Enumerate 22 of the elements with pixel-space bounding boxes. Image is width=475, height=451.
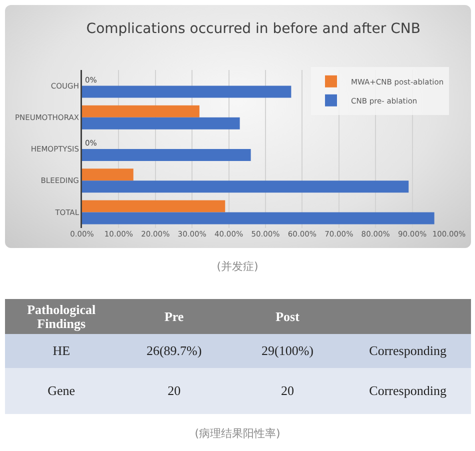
bar — [82, 105, 200, 118]
text: Pathological Findings — [26, 300, 97, 333]
category-label: Post — [274, 308, 300, 326]
text: 20 — [281, 383, 294, 398]
text: 26(89.7%) — [146, 343, 202, 358]
bar — [82, 212, 434, 224]
bar — [82, 168, 134, 181]
text: (并发症) — [216, 259, 260, 274]
text: 20 — [168, 383, 181, 398]
bar — [82, 86, 292, 98]
text: 29(100%) — [262, 343, 314, 358]
category-label: HE — [52, 343, 70, 358]
bar — [82, 200, 226, 212]
bar — [82, 180, 409, 193]
bar — [82, 149, 251, 162]
bar — [82, 117, 240, 130]
chart-title: Complications occurred in before and after CNB — [86, 20, 420, 37]
category-label: Gene — [48, 383, 76, 398]
text: Corresponding — [369, 383, 446, 398]
text: (病理结果阳性率) — [194, 426, 282, 441]
category-label: Pre — [163, 308, 185, 326]
text: Corresponding — [369, 343, 446, 358]
